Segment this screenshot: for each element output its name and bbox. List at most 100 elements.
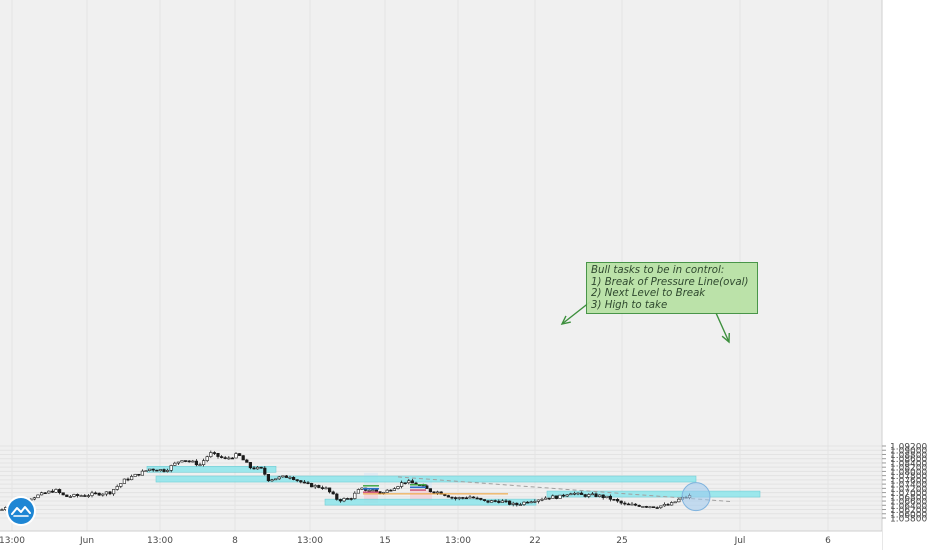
candle-body <box>648 506 652 508</box>
candle-body <box>551 495 555 499</box>
candle-body <box>331 491 335 495</box>
candle-body <box>122 478 126 484</box>
candle-body <box>36 494 40 499</box>
candle-body <box>623 502 627 505</box>
bullish-candle <box>396 485 400 490</box>
candle-body <box>626 503 630 506</box>
bearish-candle <box>155 469 159 472</box>
bearish-candle <box>504 499 508 503</box>
bullish-candle <box>68 495 72 499</box>
candle-body <box>353 492 357 499</box>
bullish-candle <box>209 450 213 458</box>
candle-body <box>338 499 343 502</box>
candle-body <box>216 452 220 457</box>
candle-body <box>273 478 278 481</box>
candle-body <box>374 489 379 492</box>
annotation-note[interactable]: Bull tasks to be in control: 1) Break of… <box>586 262 758 314</box>
candle-body <box>223 457 227 459</box>
candle-body <box>43 492 47 495</box>
bullish-candle <box>288 475 292 480</box>
bearish-candle <box>633 503 638 507</box>
bearish-candle <box>349 497 353 501</box>
candle-body <box>270 479 274 482</box>
bearish-candle <box>108 491 112 496</box>
bearish-candle <box>331 490 335 495</box>
candle-body <box>245 459 249 463</box>
candle-body <box>255 466 260 470</box>
bullish-candle <box>518 502 522 507</box>
position-loss-zone <box>410 490 432 501</box>
candle-body <box>76 494 80 496</box>
candle-body <box>50 490 54 493</box>
bullish-candle <box>590 491 594 496</box>
candle-body <box>662 504 666 507</box>
bearish-candle <box>61 492 65 496</box>
bullish-candle <box>191 459 195 463</box>
candle-body <box>594 493 598 497</box>
candle-body <box>148 468 152 471</box>
cloud-logo-icon <box>8 498 34 524</box>
candle-body <box>306 482 310 484</box>
price-axis <box>882 0 932 550</box>
bullish-candle <box>255 465 260 470</box>
candle-body <box>515 502 519 506</box>
candle-body <box>284 475 289 478</box>
candle-body <box>511 502 515 505</box>
bearish-candle <box>345 497 350 500</box>
bullish-candle <box>198 462 202 467</box>
bearish-candle <box>450 496 454 500</box>
candle-body <box>669 502 674 506</box>
bullish-candle <box>536 499 540 504</box>
bullish-candle <box>565 494 569 498</box>
bullish-candle <box>572 491 576 496</box>
bearish-candle <box>259 466 263 469</box>
bullish-candle <box>587 493 591 499</box>
bearish-candle <box>486 500 490 504</box>
candle-body <box>252 467 256 470</box>
y-tick-label: 1.08400 <box>890 459 927 469</box>
candle-body <box>313 485 317 488</box>
candle-body <box>342 498 346 502</box>
y-tick-label: 1.08200 <box>890 464 927 474</box>
candle-body <box>587 494 591 497</box>
bearish-candle <box>223 455 227 460</box>
candle-body <box>561 494 566 497</box>
y-tick-label: 1.05800 <box>890 515 927 525</box>
candle-body <box>576 492 580 495</box>
candle-body <box>569 493 573 496</box>
x-tick-label: Jun <box>79 536 94 546</box>
candle-body <box>558 494 562 499</box>
candle-body <box>605 495 609 498</box>
candle-body <box>450 496 454 499</box>
bullish-candle <box>468 495 472 499</box>
bullish-candle <box>353 491 357 500</box>
y-tick-label: 1.09200 <box>890 443 927 453</box>
candle-body <box>248 462 253 469</box>
candle-body <box>644 506 648 508</box>
candle-body <box>540 498 544 501</box>
bearish-candle <box>338 498 343 503</box>
bullish-candle <box>659 505 663 509</box>
candle-body <box>493 500 497 502</box>
candle-body <box>608 495 612 500</box>
position-loss-zone <box>364 491 378 503</box>
y-tick-label: 1.08800 <box>890 451 927 461</box>
candle-body <box>184 460 188 462</box>
bearish-candle <box>317 484 321 489</box>
bearish-candle <box>507 500 512 506</box>
arrow-shaft <box>561 301 591 325</box>
candle-body <box>198 464 202 466</box>
candle-body <box>457 497 461 499</box>
candle-body <box>166 470 170 472</box>
annotation-line: 3) High to take <box>591 299 668 311</box>
candle-body <box>396 486 400 489</box>
bullish-candle <box>407 478 411 485</box>
candle-body <box>227 457 231 460</box>
arrow-head <box>721 332 730 344</box>
bearish-candle <box>245 458 249 463</box>
candle-body <box>504 500 508 503</box>
bullish-candle <box>112 489 116 496</box>
bearish-candle <box>583 493 587 498</box>
bearish-candle <box>212 451 217 456</box>
